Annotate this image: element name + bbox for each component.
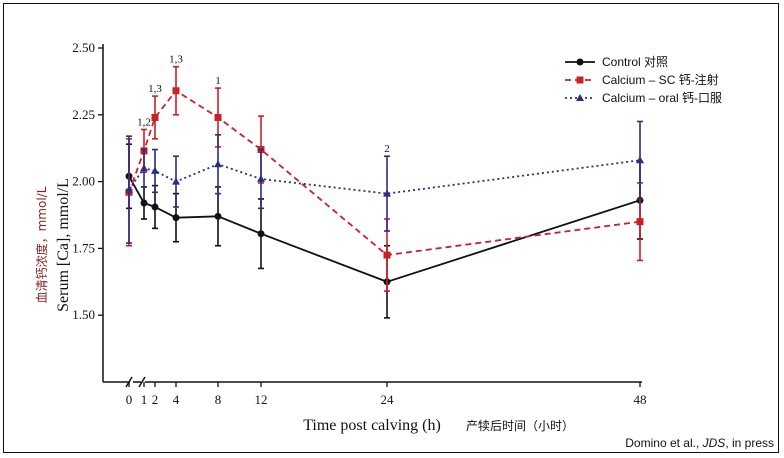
data-point [383, 251, 391, 259]
significance-label: 1 [215, 75, 221, 87]
data-point [214, 160, 222, 168]
data-point [214, 212, 222, 220]
significance-label: 1,2 [137, 116, 151, 128]
series-2 [125, 65, 644, 292]
citation-journal: JDS [702, 436, 726, 450]
x-tick-label: 8 [215, 392, 222, 407]
data-point [172, 87, 180, 95]
x-tick-label: 48 [634, 392, 647, 407]
data-point [172, 214, 180, 222]
legend: Control 对照 Calcium – SC 钙-注射 Calcium – ora… [565, 55, 722, 105]
y-tick-label: 2.50 [72, 40, 95, 55]
significance-label: 1,3 [148, 83, 162, 95]
data-point [140, 199, 148, 207]
y-tick-label: 1.75 [72, 240, 95, 255]
legend-label: Calcium – oral 钙-口服 [602, 91, 722, 105]
data-point [636, 218, 644, 226]
data-point [383, 189, 391, 197]
x-tick-label: 2 [152, 392, 159, 407]
data-point [172, 177, 180, 185]
x-tick-label: 1 [141, 392, 148, 407]
data-point [151, 203, 159, 211]
citation-authors: Domino et al., [625, 436, 703, 450]
citation: Domino et al., JDS, in press [625, 436, 774, 450]
x-axis-title-cn: 产犊后时间（小时） [466, 419, 574, 433]
x-tick-label: 4 [173, 392, 180, 407]
series-line [128, 175, 641, 283]
data-point [140, 164, 148, 172]
x-tick-label: 24 [381, 392, 395, 407]
chart-frame [3, 3, 779, 453]
legend-label: Control 对照 [602, 55, 668, 69]
significance-label: 1,3 [169, 54, 183, 66]
x-axis-title: Time post calving (h) [303, 417, 441, 434]
axes: 2.502.252.001.751.500 1 2 4 8 12 24 48 [72, 40, 646, 407]
series-3 [125, 120, 644, 244]
y-axis-title-cn: 血清钙浓度，mmol/L [34, 186, 49, 303]
data-point [151, 113, 159, 121]
y-tick-label: 2.00 [72, 174, 95, 189]
y-tick-label: 1.50 [72, 307, 95, 322]
series-layer: 1,2 1,3 1,3 1 2 [125, 54, 644, 319]
y-tick-label: 2.25 [72, 107, 95, 122]
data-point [125, 185, 133, 193]
data-point [257, 174, 265, 182]
significance-label: 2 [384, 143, 390, 155]
data-point [214, 113, 222, 121]
legend-marker [576, 94, 584, 101]
citation-status: , in press [725, 436, 774, 450]
legend-marker [576, 58, 584, 66]
x-axis-break-mark [138, 376, 146, 388]
data-point [151, 166, 159, 174]
legend-label: Calcium – SC 钙-注射 [602, 72, 719, 87]
x-tick-label: 0 [126, 392, 133, 407]
x-tick-label: 12 [255, 392, 268, 407]
series-line [128, 159, 641, 195]
series-line [128, 89, 641, 257]
data-point [636, 156, 644, 164]
data-point [257, 230, 265, 238]
y-axis-title: Serum [Ca], mmol/L [55, 178, 72, 312]
legend-marker [576, 76, 584, 84]
